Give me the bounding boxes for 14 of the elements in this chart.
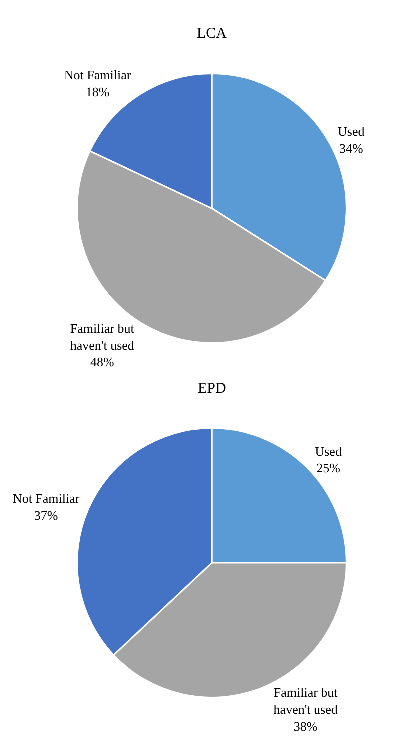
chart-title: EPD — [198, 381, 227, 397]
slice-label: Not Familiar — [12, 491, 80, 506]
data-label: 38% — [294, 718, 318, 734]
slice-label: Used — [315, 444, 342, 459]
data-label: 37% — [34, 508, 58, 523]
chart-title: LCA — [197, 26, 228, 42]
data-label: 25% — [316, 460, 341, 476]
data-label: 48% — [90, 354, 114, 370]
slice-label: Not Familiar — [64, 67, 132, 82]
slice-label: Used — [338, 124, 366, 139]
data-label: 18% — [86, 84, 110, 100]
slice-label: Familiar but haven't used — [274, 684, 338, 717]
slice-label: Familiar but haven't used — [70, 320, 135, 353]
data-label: 34% — [339, 140, 364, 156]
